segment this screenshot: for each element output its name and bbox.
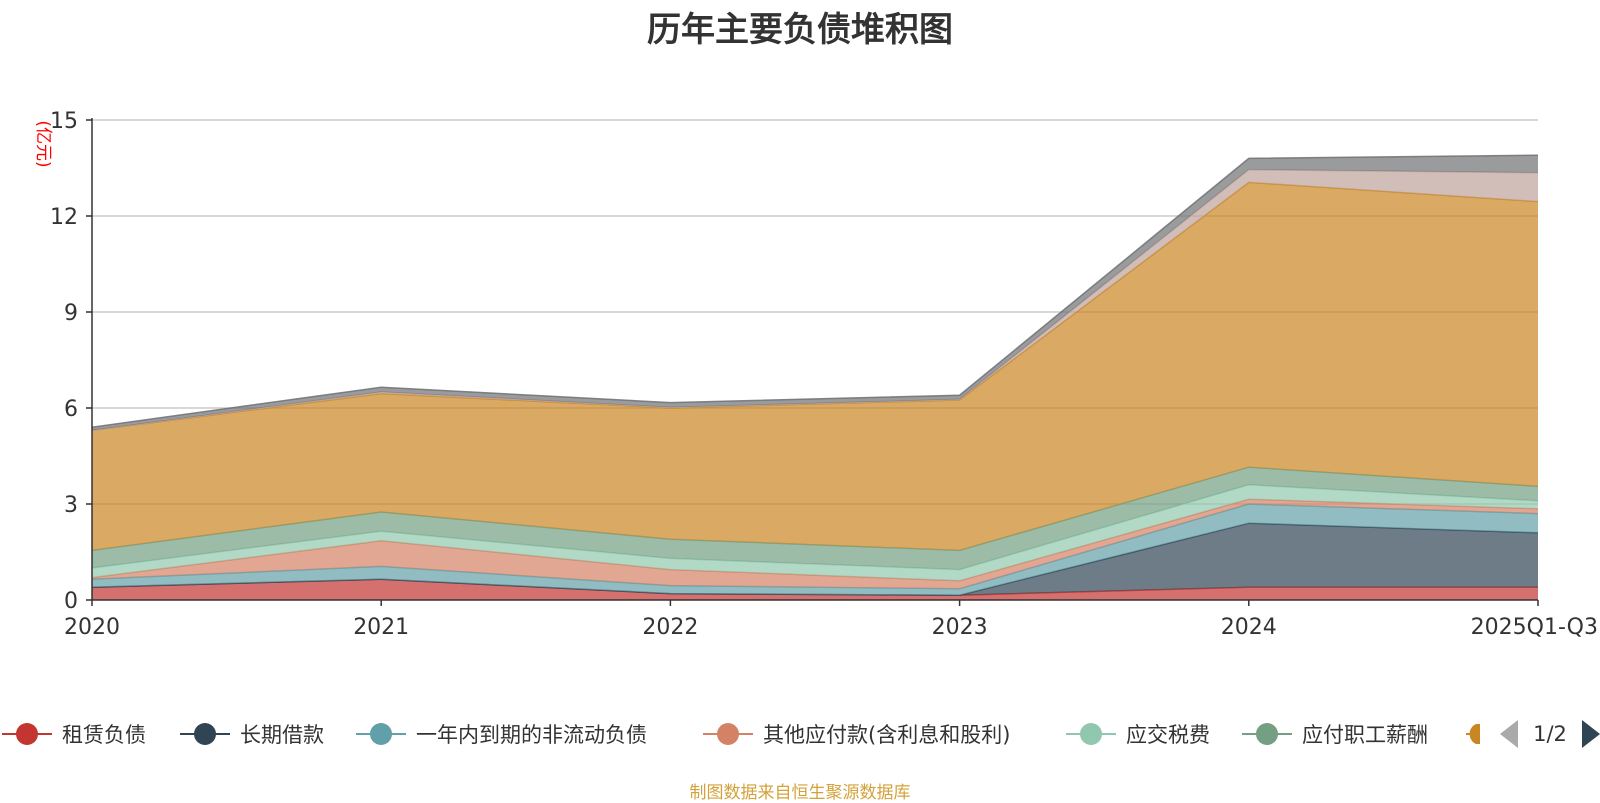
legend-marker-icon [1469, 724, 1480, 744]
legend-item[interactable]: 长期借款 [180, 723, 324, 747]
y-tick-label: 6 [64, 397, 78, 422]
area-series-2[interactable] [92, 504, 1538, 596]
legend-marker-icon [194, 723, 216, 745]
area-series-4[interactable] [92, 484, 1538, 581]
legend-item-partial[interactable] [1466, 724, 1480, 744]
area-series-1[interactable] [92, 523, 1538, 596]
y-axis-unit-label: (亿元) [33, 120, 53, 167]
x-tick-label: 2021 [353, 615, 409, 640]
y-tick-label: 9 [64, 301, 78, 326]
legend-marker-icon [16, 723, 38, 745]
x-tick-label: 2020 [64, 615, 120, 640]
legend-item[interactable]: 租赁负债 [2, 723, 146, 747]
source-note: 制图数据来自恒生聚源数据库 [689, 783, 911, 803]
y-tick-label: 3 [64, 493, 78, 518]
legend-pager: 1/2 [1500, 720, 1600, 748]
legend-item[interactable]: 应付职工薪酬 [1242, 723, 1428, 747]
legend: 租赁负债 长期借款 一年内到期的非流动负债 其他应付款(含利息和股利) 应交税费 应付职工… [2, 723, 1480, 747]
y-tick-label: 15 [50, 109, 78, 134]
area-series-6[interactable] [92, 182, 1538, 551]
legend-label: 应付职工薪酬 [1302, 723, 1428, 747]
area-series-0[interactable] [92, 579, 1538, 600]
legend-page-indicator: 1/2 [1533, 722, 1567, 746]
legend-prev-page-icon[interactable] [1500, 720, 1518, 748]
y-tick-label: 0 [64, 589, 78, 614]
legend-label: 其他应付款(含利息和股利) [763, 723, 1010, 747]
legend-marker-icon [1256, 723, 1278, 745]
legend-next-page-icon[interactable] [1582, 720, 1600, 748]
area-series-7[interactable] [92, 169, 1538, 431]
legend-label: 一年内到期的非流动负债 [416, 723, 647, 747]
legend-item[interactable]: 其他应付款(含利息和股利) [703, 723, 1010, 747]
area-series-8[interactable] [92, 155, 1538, 431]
legend-label: 应交税费 [1126, 723, 1210, 747]
legend-label: 长期借款 [240, 723, 324, 747]
area-series-3[interactable] [92, 499, 1538, 589]
chart-title: 历年主要负债堆积图 [647, 10, 953, 50]
x-tick-label: 2024 [1221, 615, 1277, 640]
area-series-5[interactable] [92, 467, 1538, 570]
legend-marker-icon [1080, 723, 1102, 745]
legend-marker-icon [370, 723, 392, 745]
legend-marker-icon [717, 723, 739, 745]
y-tick-label: 12 [50, 205, 78, 230]
legend-item[interactable]: 一年内到期的非流动负债 [356, 723, 647, 747]
area-series-line-8 [91, 154, 1539, 428]
x-tick-label: 2022 [642, 615, 698, 640]
area-layer [91, 154, 1539, 600]
axis-layer: 0 3 6 9 12 15 2020 2021 2022 2023 2024 2025Q1-Q3 [50, 109, 1598, 640]
legend-label: 租赁负债 [62, 723, 146, 747]
legend-item[interactable]: 应交税费 [1066, 723, 1210, 747]
x-tick-label: 2023 [932, 615, 988, 640]
x-tick-label: 2025Q1-Q3 [1471, 615, 1598, 640]
